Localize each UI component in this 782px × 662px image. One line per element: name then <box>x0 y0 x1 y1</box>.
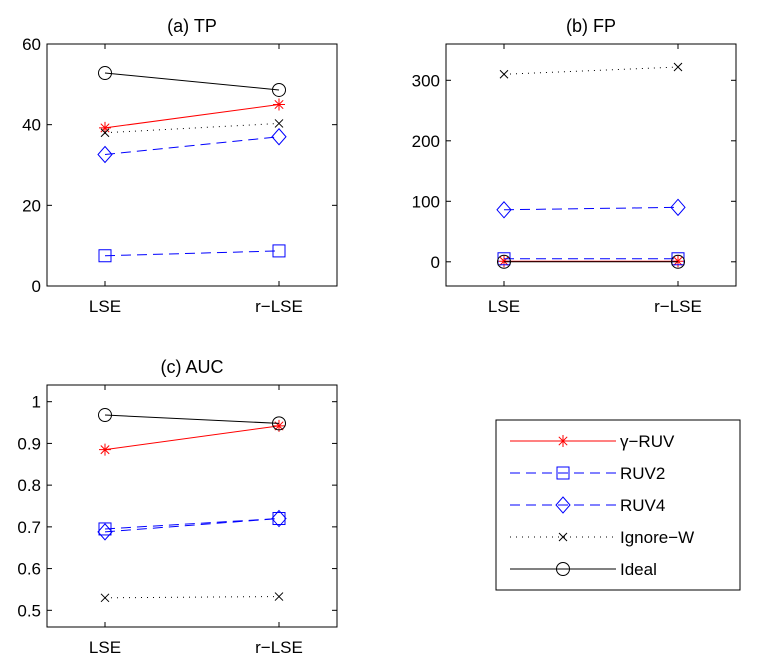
plot-area <box>445 43 737 287</box>
data-point <box>99 443 111 456</box>
data-point <box>98 408 112 423</box>
series-ideal <box>497 254 685 269</box>
chart-panel-1: (a) TP 0 20 40 60 LSE r−LSE <box>22 16 338 316</box>
y-tick-label: 100 <box>412 192 440 211</box>
legend-label: Ignore−W <box>620 528 694 547</box>
y-tick-label: 200 <box>412 132 440 151</box>
data-point <box>272 244 286 258</box>
data-point <box>670 198 686 217</box>
chart-title: (a) TP <box>167 16 217 36</box>
legend-marker <box>555 496 571 514</box>
y-tick-label: 0 <box>32 277 41 296</box>
plot-area <box>46 384 338 628</box>
data-point <box>98 522 112 536</box>
series-ruv <box>99 419 285 456</box>
data-point <box>100 593 110 603</box>
x-tick-label: r−LSE <box>654 297 702 316</box>
data-point <box>100 128 110 138</box>
series-line <box>104 104 280 129</box>
series-line <box>104 414 280 424</box>
chart-title: (c) AUC <box>161 357 224 377</box>
legend-marker <box>557 435 569 447</box>
chart-panel-3: (c) AUC 0.5 0.6 0.7 0.8 0.9 1 LSE r−LSE <box>17 357 338 657</box>
data-point <box>272 82 286 97</box>
x-tick-label: LSE <box>488 297 520 316</box>
series-line <box>104 425 280 451</box>
series-ruv2 <box>98 244 286 263</box>
legend-entry-ignore-w: Ignore−W <box>510 528 694 547</box>
data-point <box>97 523 113 541</box>
legend-label: γ−RUV <box>620 432 675 451</box>
legend-marker <box>556 562 570 576</box>
data-point <box>499 69 509 79</box>
x-tick-label: r−LSE <box>255 638 303 657</box>
series-ignore-w <box>100 119 284 138</box>
data-point <box>272 416 286 431</box>
y-tick-label: 1 <box>32 393 41 412</box>
series-ruv4 <box>97 509 287 541</box>
data-point <box>97 145 113 164</box>
chart-title: (b) FP <box>566 16 616 36</box>
x-tick-label: LSE <box>89 638 121 657</box>
x-tick-label: LSE <box>89 297 121 316</box>
data-point <box>673 62 683 72</box>
data-point <box>271 128 287 146</box>
y-tick-label: 0.9 <box>17 434 41 453</box>
series-ruv <box>99 98 285 134</box>
legend-entry-ruv: γ−RUV <box>510 432 675 451</box>
legend: γ−RUV RUV2 RUV4 Ignore−W Ideal <box>495 419 741 591</box>
legend-label: Ideal <box>620 560 657 579</box>
y-tick-label: 0.5 <box>17 601 41 620</box>
data-point <box>273 419 285 432</box>
x-tick-label: r−LSE <box>255 297 303 316</box>
data-point <box>496 201 512 219</box>
legend-entry-ruv4: RUV4 <box>510 496 665 515</box>
data-point <box>99 121 111 134</box>
series-ideal <box>98 408 286 431</box>
series-ignore-w <box>499 62 683 79</box>
y-tick-label: 0.6 <box>17 560 41 579</box>
data-point <box>671 254 685 269</box>
y-tick-label: 60 <box>22 35 41 54</box>
data-point <box>672 255 684 268</box>
data-point <box>98 66 112 81</box>
chart-panel-2: (b) FP 0 100 200 300 LSE r−LSE <box>412 16 737 316</box>
data-point <box>98 249 112 263</box>
legend-entry-ruv2: RUV2 <box>510 464 665 483</box>
y-tick-label: 300 <box>412 71 440 90</box>
series-line <box>503 206 679 211</box>
legend-label: RUV4 <box>620 496 665 515</box>
data-point <box>271 509 287 528</box>
series-ideal <box>98 66 286 97</box>
y-tick-label: 20 <box>22 196 41 215</box>
legend-marker <box>556 466 570 480</box>
series-line <box>104 518 280 533</box>
data-point <box>274 119 284 128</box>
legend-label: RUV2 <box>620 464 665 483</box>
legend-marker <box>558 532 568 542</box>
series-line <box>104 136 280 156</box>
series-ruv4 <box>97 128 287 164</box>
series-line <box>104 250 280 257</box>
y-tick-label: 40 <box>22 116 41 135</box>
y-tick-label: 0.7 <box>17 518 41 537</box>
plot-area <box>46 43 338 287</box>
y-tick-label: 0.8 <box>17 476 41 495</box>
data-point <box>498 255 510 268</box>
series-ignore-w <box>100 592 284 603</box>
legend-box <box>495 419 741 591</box>
series-ruv <box>498 255 684 268</box>
data-point <box>273 98 285 111</box>
series-line <box>104 72 280 91</box>
legend-entry-ideal: Ideal <box>510 560 657 579</box>
series-ruv4 <box>496 198 686 219</box>
y-tick-label: 0 <box>431 253 440 272</box>
data-point <box>274 592 284 601</box>
data-point <box>497 254 511 269</box>
